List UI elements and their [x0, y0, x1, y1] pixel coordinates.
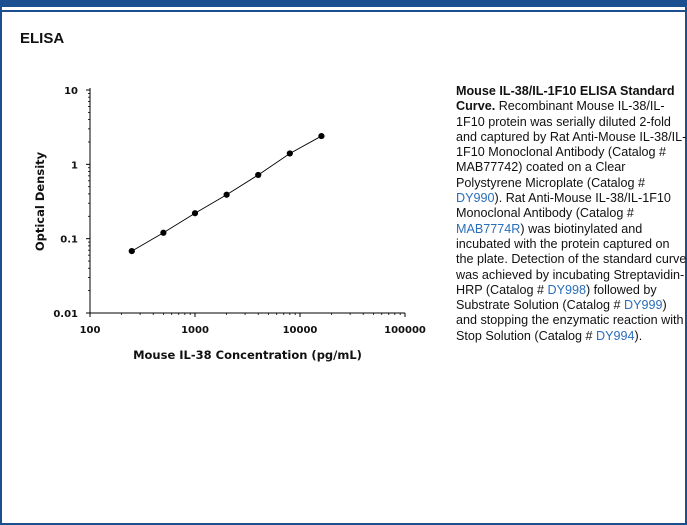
data-point — [255, 171, 262, 179]
section-title: ELISA — [20, 30, 65, 47]
chart-axes — [89, 88, 405, 314]
caption-text-6: ). — [634, 328, 643, 343]
caption-text-2: ). Rat Anti-Mouse IL-38/IL-1F10 Monoclon… — [456, 191, 671, 221]
data-point — [191, 210, 199, 217]
data-point — [128, 248, 135, 255]
x-tick-label: 1000 — [181, 325, 209, 336]
data-point — [318, 132, 325, 140]
catalog-link-dy998[interactable]: DY998 — [547, 282, 586, 297]
caption-text-3: ) was biotinylated and incubated with th… — [456, 221, 687, 297]
elisa-standard-curve-chart: 100 1000 10000 100000 0.01 0.1 1 10 Mouse IL-38… — [33, 86, 426, 362]
x-tick-label: 100 — [80, 325, 101, 336]
catalog-link-mab7774r[interactable]: MAB7774R — [456, 221, 521, 236]
data-point — [286, 150, 293, 157]
x-tick-label: 10000 — [283, 325, 318, 336]
y-tick-label: 0.01 — [53, 309, 78, 320]
catalog-link-dy994[interactable]: DY994 — [596, 328, 635, 343]
x-tick-label: 100000 — [384, 325, 426, 336]
data-point — [160, 229, 167, 236]
figure-caption: Mouse IL-38/IL-1F10 ELISA Standard Curve… — [456, 84, 687, 344]
catalog-link-dy999[interactable]: DY999 — [624, 298, 663, 313]
y-tick-label: 0.1 — [60, 235, 78, 246]
caption-title: Mouse IL-38/IL-1F10 ELISA Standard Curve… — [456, 84, 675, 114]
chart-axis-titles: Mouse IL-38 Concentration (pg/mL) Optical… — [33, 151, 362, 362]
header-rule — [0, 10, 687, 12]
x-axis-title: Mouse IL-38 Concentration (pg/mL) — [133, 348, 362, 362]
y-tick-label: 1 — [71, 160, 78, 171]
data-point — [223, 191, 230, 198]
catalog-link-dy990[interactable]: DY990 — [456, 191, 495, 206]
y-tick-label: 10 — [64, 86, 78, 97]
caption-text-5: ) and stopping the enzymatic reaction wi… — [456, 298, 684, 343]
header-bar — [0, 0, 687, 7]
chart-ticks: 100 1000 10000 100000 0.01 0.1 1 10 — [53, 86, 426, 336]
caption-text-1: Recombinant Mouse IL-38/IL-1F10 protein … — [456, 99, 687, 190]
caption-text-4: ) followed by Substrate Solution (Catalo… — [456, 282, 657, 313]
chart-points — [128, 132, 325, 255]
y-axis-title: Optical Density — [33, 151, 47, 251]
